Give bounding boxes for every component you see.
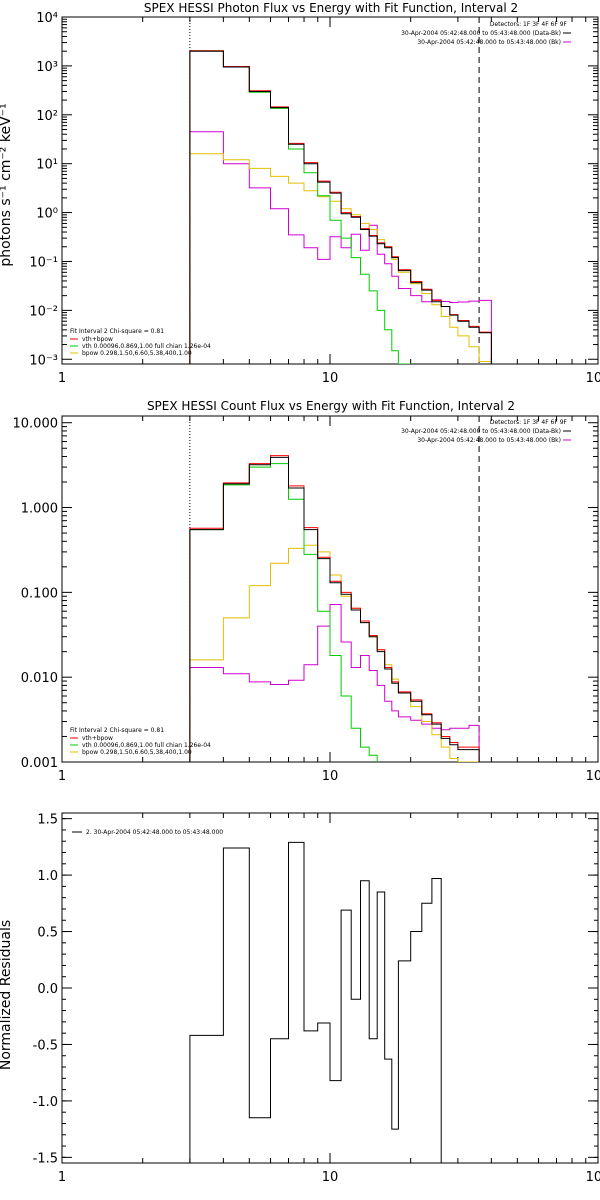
panel1-title: SPEX HESSI Photon Flux vs Energy with Fi… [144,1,518,15]
panel2-legend-bottom-left: Fit Interval 2 Chi-square = 0.81 vth+bpo… [70,727,211,756]
x-tick-label: 100 [586,371,600,386]
panel2-legend-line: Detectors: 1F 3F 4F 6F 9F [490,419,568,426]
series-bk-line [189,131,492,364]
panel1-legend-line: Detectors: 1F 3F 4F 6F 9F [490,21,568,28]
panel1-legend-top-right: Detectors: 1F 3F 4F 6F 9F 30-Apr-2004 05… [401,21,571,46]
panel3-series [189,841,442,1163]
series-data-line [189,456,480,762]
panel2-bpow-label: bpow 0.298,1.50,6.60,5.38,400,1.00 [82,749,192,756]
panel2-series [189,455,480,762]
y-tick-label: 0.0 [37,982,58,997]
y-tick-label: 0.100 [21,586,58,601]
panel1-axes: 1 10 100 10⁻³ 10⁻² 10⁻¹ 10⁰ 10¹ 10² 10³ 10⁴ [29,11,600,386]
panel3-ylabel: Normalized Residuals [0,920,14,1070]
series-vth-line [189,50,412,364]
panel1-bpow-label: bpow 0.298,1.50,6.60,5.38,400,1.00 [82,350,192,357]
plot-frame [61,415,599,763]
y-tick-label: 10.000 [13,417,59,432]
x-tick-label: 10 [322,1170,339,1185]
y-tick-label: 0.001 [21,756,58,771]
series-resid-line [189,841,442,1163]
panel1-fit-label: Fit Interval 2 Chi-square = 0.81 [70,328,164,335]
series-bpow-line [189,153,492,364]
panel2-fit-label: Fit Interval 2 Chi-square = 0.81 [70,727,164,734]
count-flux-panel: SPEX HESSI Count Flux vs Energy with Fit… [13,399,600,784]
panel1-fit-func-label: vth+bpow [82,336,113,343]
y-tick-label: 10⁰ [36,207,58,222]
y-tick-label: 10⁻¹ [29,255,58,270]
y-tick-label: 10³ [36,60,58,75]
x-tick-label: 10 [322,769,339,784]
y-tick-label: 1.000 [21,502,58,517]
panel2-legend-top-right: Detectors: 1F 3F 4F 6F 9F 30-Apr-2004 05… [401,419,571,444]
y-tick-label: 1.5 [37,813,58,828]
panel1-ylabel: photons s⁻¹ cm⁻² keV⁻¹ [0,103,14,266]
y-tick-label: -1.5 [33,1151,58,1166]
y-tick-label: 10⁻³ [29,353,58,368]
series-fit-line [189,455,480,762]
plot-frame [61,812,599,1164]
panel1-series [189,50,492,364]
y-tick-label: -0.5 [33,1038,58,1053]
panel1-legend-line: 30-Apr-2004 05:42:48.000 to 05:43:48.000… [401,30,561,37]
panel1-vth-label: vth 0.00096,0.869,1.00 full chian 1.26e-… [82,343,211,350]
x-tick-label: 1 [58,769,66,784]
y-tick-label: 10⁴ [36,11,58,26]
x-tick-label: 100 [586,1170,600,1185]
panel2-title: SPEX HESSI Count Flux vs Energy with Fit… [147,399,515,413]
photon-flux-panel: SPEX HESSI Photon Flux vs Energy with Fi… [0,1,600,386]
y-tick-label: 10² [36,109,58,124]
x-tick-label: 100 [586,769,600,784]
x-tick-label: 1 [58,371,66,386]
panel3-axes: 1 10 100 -1.5 -1.0 -0.5 0.0 0.5 1.0 1.5 [33,812,600,1185]
series-data-line [189,50,492,364]
residuals-panel: Normalized Residuals 2. 30-Apr-2004 05:4… [0,812,600,1185]
panel3-legend-label: 2. 30-Apr-2004 05:42:48.000 to 05:43:48.… [86,829,223,836]
panel1-legend-bottom-left: Fit Interval 2 Chi-square = 0.81 vth+bpo… [70,328,211,357]
panel1-legend-line: 30-Apr-2004 05:42:48.000 to 05:43:48.000… [417,39,561,46]
y-tick-label: 1.0 [37,869,58,884]
series-vth-line [189,463,378,762]
panel2-legend-line: 30-Apr-2004 05:42:48.000 to 05:43:48.000… [417,437,561,444]
x-tick-label: 10 [322,371,339,386]
y-tick-label: 0.5 [37,926,58,941]
y-tick-label: 10⁻² [29,304,58,319]
y-tick-label: 0.010 [21,671,58,686]
panel3-legend: 2. 30-Apr-2004 05:42:48.000 to 05:43:48.… [72,829,223,836]
y-tick-label: 10¹ [36,158,58,173]
panel2-legend-line: 30-Apr-2004 05:42:48.000 to 05:43:48.000… [401,428,561,435]
panel2-vth-label: vth 0.00096,0.869,1.00 full chian 1.26e-… [82,742,211,749]
x-tick-label: 1 [58,1170,66,1185]
panel2-fit-func-label: vth+bpow [82,735,113,742]
y-tick-label: -1.0 [33,1095,58,1110]
